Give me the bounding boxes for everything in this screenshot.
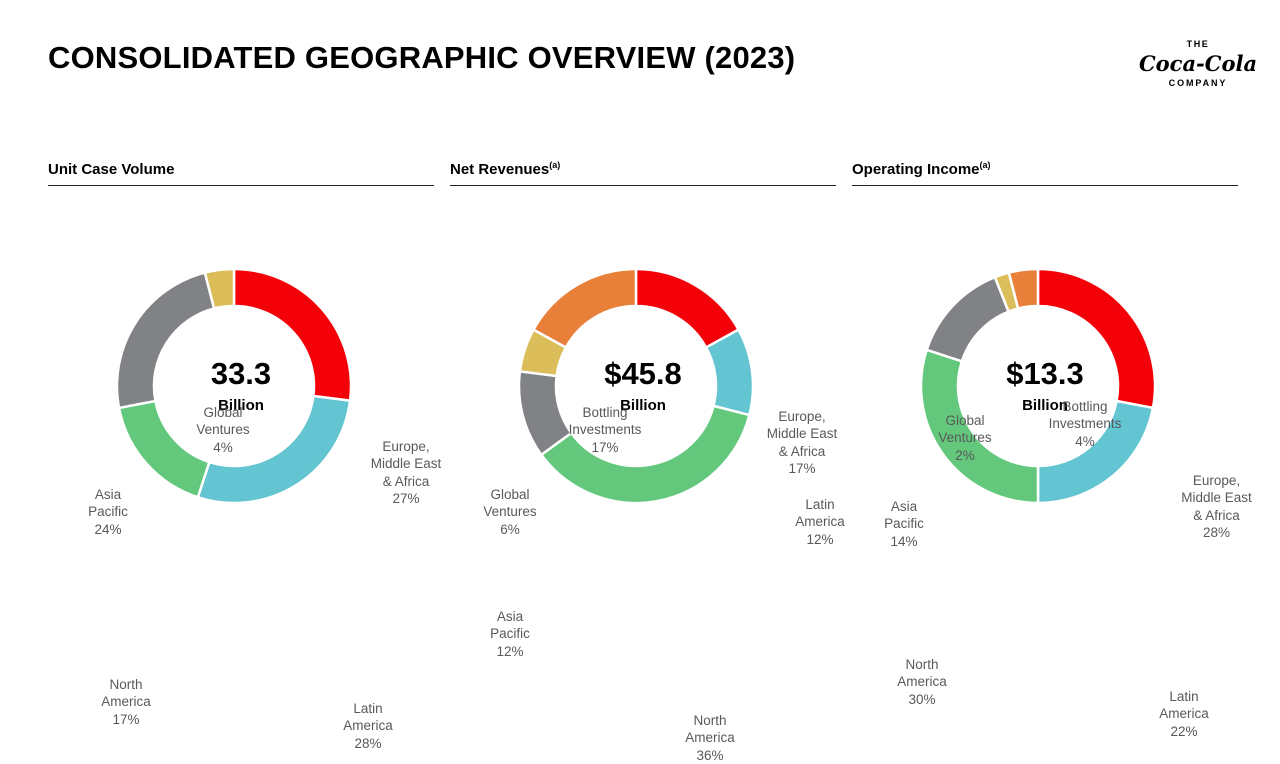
donut-svg — [115, 267, 353, 505]
segment-label-north-america: North America 17% — [101, 677, 151, 727]
segment-label-asia-pacific: Asia Pacific 14% — [884, 499, 924, 549]
segment-label-asia-pacific: Asia Pacific 24% — [88, 487, 128, 537]
donut-segment-bottling-investments[interactable] — [1007, 267, 1040, 311]
segment-label-latin-america: Latin America 22% — [1159, 689, 1209, 739]
donut-chart-unit-case-volume: 33.3 Billion Europe, Middle East & Africa … — [48, 190, 441, 751]
segment-label-europe-middle-east-africa: Europe, Middle East & Africa 28% — [1181, 473, 1252, 540]
segment-label-latin-america: Latin America 28% — [343, 701, 393, 751]
segment-label-global-ventures: Global Ventures 2% — [938, 413, 992, 463]
donut-segment-north-america[interactable] — [539, 404, 751, 505]
center-value: $13.3 — [1006, 356, 1084, 391]
donut-chart-net-revenues: $45.8 Billion Europe, Middle East & Africa… — [450, 190, 845, 763]
panel-title-superscript: (a) — [979, 160, 991, 170]
segment-label-north-america: North America 36% — [685, 713, 735, 763]
center-unit: Billion — [218, 397, 264, 414]
panel-header-unit-case-volume: Unit Case Volume — [48, 160, 434, 186]
center-unit: Billion — [620, 397, 666, 414]
logo-company: COMPANY — [1168, 77, 1228, 88]
panel-title-superscript: (a) — [549, 160, 561, 170]
page-title: CONSOLIDATED GEOGRAPHIC OVERVIEW (2023) — [48, 40, 796, 75]
donut-chart-operating-income: $13.3 Billion Europe, Middle East & Africa… — [852, 190, 1252, 739]
panel-title: Operating Income — [852, 161, 980, 178]
donut-segment-global-ventures[interactable] — [203, 267, 236, 311]
segment-label-north-america: North America 30% — [897, 657, 947, 707]
segment-label-asia-pacific: Asia Pacific 12% — [490, 609, 530, 659]
panel-net-revenues: Net Revenues(a) $45.8 Billion Europe, Midd… — [450, 160, 845, 763]
segment-label-latin-america: Latin America 12% — [795, 497, 845, 547]
donut-segment-asia-pacific[interactable] — [925, 275, 1011, 363]
segment-label-global-ventures: Global Ventures 6% — [483, 487, 537, 537]
coca-cola-logo: THE Coca-Cola COMPANY — [1139, 28, 1257, 100]
logo-wordmark: Coca-Cola — [1138, 51, 1258, 77]
donut-segment-europe-middle-east-africa[interactable] — [634, 267, 741, 350]
center-value: $45.8 — [604, 356, 682, 391]
panel-title: Net Revenues — [450, 161, 550, 178]
segment-label-bottling-investments: Bottling Investments 17% — [568, 405, 642, 455]
segment-label-bottling-investments: Bottling Investments 4% — [1048, 399, 1122, 449]
logo-kicker: THE — [1186, 39, 1210, 50]
segment-label-europe-middle-east-africa: Europe, Middle East & Africa 27% — [370, 439, 442, 506]
donut-segment-bottling-investments[interactable] — [531, 267, 638, 350]
center-unit: Billion — [1022, 397, 1068, 414]
panel-header-net-revenues: Net Revenues(a) — [450, 160, 836, 186]
segment-label-global-ventures: Global Ventures 4% — [196, 405, 250, 455]
panel-title: Unit Case Volume — [48, 161, 175, 178]
donut-svg — [919, 267, 1157, 505]
donut-svg — [517, 267, 755, 505]
center-value: 33.3 — [210, 356, 272, 391]
segment-label-europe-middle-east-africa: Europe, Middle East & Africa 17% — [766, 409, 838, 476]
panel-header-operating-income: Operating Income(a) — [852, 160, 1238, 186]
panel-unit-case-volume: Unit Case Volume 33.3 Billion Europe, Midd… — [48, 160, 441, 751]
panel-operating-income: Operating Income(a) $13.3 Billion Europe, … — [852, 160, 1252, 739]
